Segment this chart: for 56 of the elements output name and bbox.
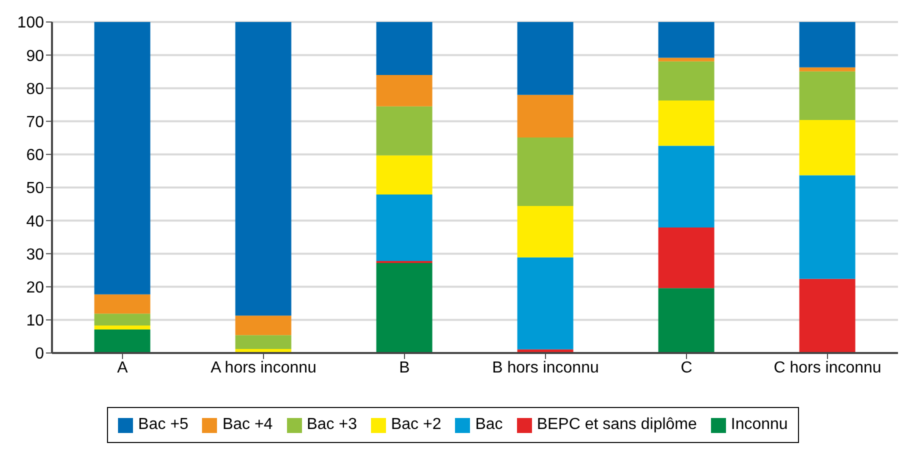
bar bbox=[658, 228, 714, 288]
bar bbox=[799, 175, 856, 279]
bar bbox=[658, 58, 714, 62]
x-tick-label: A hors inconnu bbox=[210, 359, 316, 376]
x-tick-label: A bbox=[117, 359, 128, 376]
bar bbox=[799, 67, 856, 72]
bar bbox=[517, 206, 574, 258]
bar bbox=[94, 22, 150, 294]
y-tick-label: 80 bbox=[26, 80, 44, 98]
bar bbox=[94, 314, 150, 326]
y-tick-label: 60 bbox=[26, 147, 44, 164]
legend-label: Bac bbox=[475, 416, 503, 434]
y-tick-label: 10 bbox=[26, 312, 44, 330]
x-tick-label: B hors inconnu bbox=[492, 359, 599, 376]
bar bbox=[376, 262, 432, 353]
x-tick-label: B bbox=[399, 359, 410, 376]
y-tick-label: 40 bbox=[26, 213, 44, 230]
bar bbox=[376, 106, 432, 156]
bar bbox=[658, 61, 714, 100]
y-tick-label: 20 bbox=[26, 279, 44, 296]
y-tick-label: 0 bbox=[35, 346, 44, 363]
bar bbox=[658, 22, 714, 58]
bar bbox=[376, 74, 432, 106]
bar bbox=[376, 22, 432, 75]
bar bbox=[376, 155, 432, 194]
x-tick-label: C hors inconnu bbox=[774, 359, 882, 376]
y-tick-label: 90 bbox=[26, 48, 44, 65]
bar bbox=[799, 71, 856, 120]
bar bbox=[517, 138, 574, 206]
bar bbox=[517, 94, 574, 138]
bar bbox=[376, 194, 432, 261]
bar bbox=[235, 335, 292, 350]
bar bbox=[658, 146, 714, 228]
bar bbox=[517, 22, 574, 95]
y-tick-label: 100 bbox=[17, 14, 44, 32]
bar bbox=[94, 326, 150, 330]
legend-label: Bac +4 bbox=[222, 416, 273, 434]
y-tick-label: 30 bbox=[26, 246, 44, 264]
y-tick-label: 70 bbox=[26, 114, 44, 131]
bar bbox=[799, 278, 856, 353]
bar bbox=[94, 330, 150, 353]
bar bbox=[235, 316, 292, 336]
x-tick-label: C bbox=[680, 359, 692, 376]
legend-label: Inconnu bbox=[730, 416, 788, 434]
bar bbox=[517, 257, 574, 350]
bar bbox=[799, 120, 856, 176]
bar bbox=[799, 22, 856, 68]
legend-label: BEPC et sans diplôme bbox=[536, 416, 697, 434]
legend-label: Bac +5 bbox=[138, 416, 188, 434]
bar bbox=[658, 288, 714, 353]
bar bbox=[94, 294, 150, 314]
bar bbox=[658, 100, 714, 146]
bar bbox=[235, 22, 292, 316]
legend-label: Bac +2 bbox=[390, 416, 442, 434]
legend-label: Bac +3 bbox=[306, 416, 357, 434]
y-tick-label: 50 bbox=[26, 180, 44, 198]
